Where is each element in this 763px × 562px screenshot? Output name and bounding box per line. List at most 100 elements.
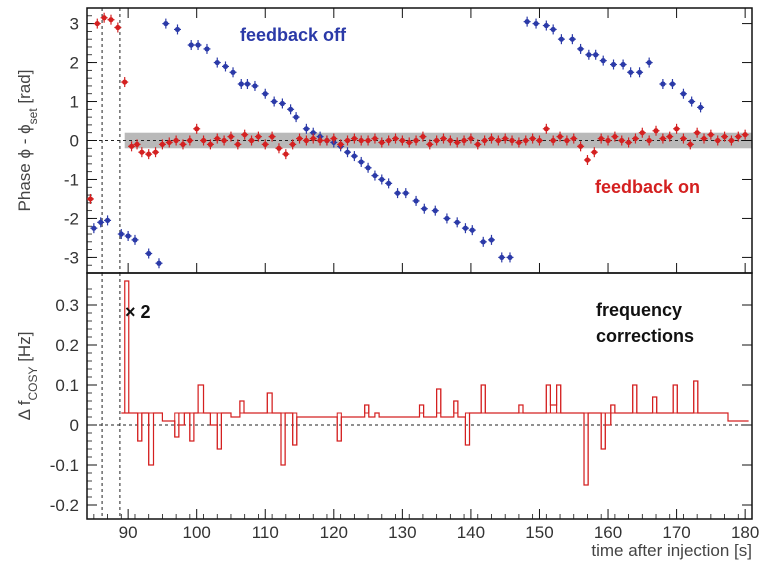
point-marker: [279, 100, 285, 107]
data-point: [535, 135, 543, 146]
data-point: [590, 147, 598, 158]
data-point: [700, 133, 708, 144]
point-marker: [163, 20, 169, 27]
data-point: [714, 135, 722, 146]
point-marker: [230, 69, 236, 75]
frequency-xtick-label: 100: [183, 523, 211, 542]
frequency-pulse: [266, 392, 273, 414]
point-marker: [222, 63, 229, 70]
data-point: [481, 135, 489, 146]
frequency-pulse: [364, 404, 370, 414]
data-point: [523, 16, 531, 27]
data-point: [506, 252, 514, 263]
data-point: [666, 131, 674, 142]
point-marker: [174, 26, 181, 33]
point-marker: [94, 20, 100, 27]
point-marker: [610, 61, 617, 68]
point-marker: [310, 130, 316, 136]
point-marker: [488, 237, 495, 243]
frequency-pulse: [518, 404, 524, 414]
point-marker: [132, 237, 138, 243]
data-point: [568, 34, 576, 45]
phase-ylabel-part: -: [15, 134, 34, 149]
point-marker: [379, 176, 385, 183]
point-marker: [444, 215, 450, 222]
point-marker: [365, 137, 371, 144]
data-point: [378, 137, 386, 148]
frequency-xtick-label: 110: [252, 523, 279, 542]
point-marker: [509, 137, 515, 144]
frequency-pulse: [216, 412, 222, 450]
point-marker: [557, 134, 563, 140]
data-point: [302, 135, 310, 146]
frequency-xtick-label: 150: [525, 523, 553, 542]
point-marker: [324, 137, 330, 144]
point-marker: [571, 135, 577, 142]
data-point: [227, 131, 235, 142]
data-point: [243, 78, 251, 89]
point-marker: [434, 137, 440, 144]
data-point: [467, 133, 475, 144]
data-point: [686, 139, 694, 150]
point-marker: [310, 135, 316, 142]
frequency-pulse: [436, 388, 442, 414]
data-point: [611, 131, 619, 142]
data-point: [549, 24, 557, 35]
data-point: [165, 137, 173, 148]
point-marker: [440, 135, 447, 142]
point-marker: [207, 141, 214, 147]
point-marker: [462, 225, 469, 231]
point-marker: [156, 260, 162, 266]
point-marker: [115, 24, 121, 31]
point-marker: [166, 139, 172, 146]
point-marker: [200, 137, 207, 144]
data-point: [237, 78, 245, 89]
point-marker: [372, 172, 378, 179]
data-point: [501, 133, 509, 144]
data-point: [529, 133, 537, 144]
point-marker: [533, 20, 539, 27]
point-marker: [550, 26, 556, 33]
point-marker: [612, 134, 618, 140]
frequency-ytick-label: -0.1: [50, 456, 79, 475]
point-marker: [152, 149, 159, 155]
data-point: [275, 143, 283, 154]
data-point: [357, 156, 365, 167]
data-point: [220, 135, 228, 146]
point-marker: [427, 141, 433, 147]
point-marker: [625, 139, 632, 146]
point-marker: [447, 137, 453, 144]
phase-ytick-label: 1: [70, 93, 79, 112]
data-point: [487, 234, 495, 245]
frequency-pulse: [209, 412, 218, 426]
data-point: [532, 18, 540, 29]
point-marker: [413, 137, 419, 144]
frequency-xtick-label: 180: [731, 523, 759, 542]
point-marker: [262, 141, 268, 147]
data-point: [570, 133, 578, 144]
point-marker: [628, 69, 634, 75]
annotation-times-two: × 2: [125, 302, 151, 322]
frequency-xtick-label: 170: [662, 523, 690, 542]
data-point: [433, 135, 441, 146]
point-marker: [399, 137, 405, 144]
data-point: [296, 133, 304, 144]
data-point: [585, 49, 593, 60]
point-marker: [146, 151, 152, 157]
data-point: [316, 135, 324, 146]
frequency-pulse: [280, 412, 286, 466]
point-marker: [619, 137, 625, 144]
frequency-pulse: [292, 412, 298, 446]
data-point: [673, 123, 681, 134]
data-point: [124, 230, 132, 241]
data-point: [474, 139, 482, 150]
data-point: [727, 135, 735, 146]
point-marker: [372, 135, 378, 142]
phase-ylabel: Phase ϕ - ϕset [rad]: [15, 70, 40, 212]
data-point: [419, 131, 427, 142]
point-marker: [255, 134, 261, 140]
point-marker: [680, 135, 687, 142]
data-point: [446, 135, 454, 146]
point-marker: [276, 145, 282, 151]
